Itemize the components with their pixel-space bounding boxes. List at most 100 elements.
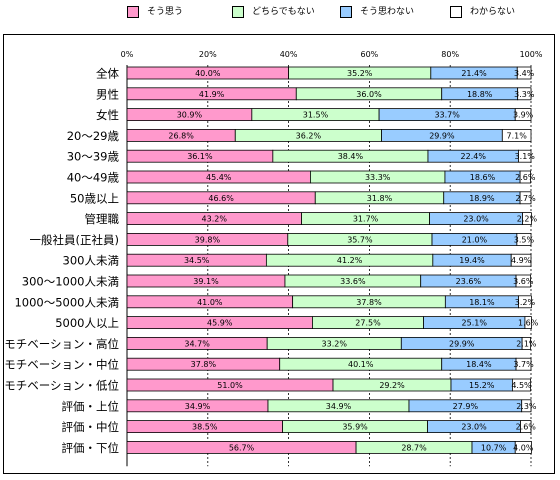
category-label: 300～1000人未満 (22, 275, 119, 289)
data-label: 3.2% (515, 298, 536, 307)
data-label: 23.0% (463, 215, 489, 224)
data-label: 31.7% (353, 215, 379, 224)
data-label: 18.6% (470, 173, 496, 182)
data-label: 34.9% (326, 402, 352, 411)
bar-segment (518, 149, 532, 163)
data-label: 3.4% (514, 69, 535, 78)
data-label: 27.5% (355, 319, 381, 328)
x-tick-label: 0% (121, 50, 134, 59)
data-label: 45.9% (207, 319, 233, 328)
stacked-bar-chart: 0% 20% 40% 60% 80% 100% 全体 40.0% 35.2% 21.4% 3.4% 男… (4, 50, 543, 467)
category-label: 男性 (96, 87, 119, 101)
data-label: 34.9% (185, 402, 211, 411)
data-label: 41.0% (197, 298, 223, 307)
data-label: 36.2% (296, 131, 322, 140)
category-label: 評価・下位 (62, 441, 120, 455)
data-label: 33.7% (434, 111, 460, 120)
category-label: 30～39歳 (67, 150, 120, 164)
category-label: モチベーション・高位 (4, 337, 119, 351)
data-label: 33.6% (340, 277, 366, 286)
data-label: 38.4% (338, 152, 364, 161)
legend-swatch (127, 6, 139, 18)
bar-segment (516, 232, 532, 246)
data-label: 34.7% (184, 339, 210, 348)
data-label: 2.6% (515, 173, 536, 182)
data-label: 37.8% (191, 360, 217, 369)
data-label: 35.9% (342, 423, 368, 432)
category-label: 300人未満 (63, 254, 119, 268)
bar-segment (510, 253, 532, 267)
chart-frame: 0% 20% 40% 60% 80% 100% 全体 40.0% 35.2% 21.4% 3.4% 男… (3, 34, 555, 474)
data-label: 38.5% (192, 423, 218, 432)
data-label: 29.9% (449, 339, 475, 348)
data-label: 4.5% (511, 381, 532, 390)
x-tick-label: 20% (199, 50, 217, 59)
data-label: 36.1% (187, 152, 213, 161)
data-label: 2.1% (516, 339, 537, 348)
data-label: 21.0% (462, 235, 488, 244)
data-label: 22.4% (461, 152, 487, 161)
legend-swatch (450, 6, 462, 18)
legend-label: わからない (470, 7, 516, 17)
legend-label: どちらでもない (252, 7, 315, 17)
data-label: 19.4% (459, 256, 485, 265)
data-label: 30.9% (177, 111, 203, 120)
data-label: 51.0% (217, 381, 243, 390)
data-label: 29.9% (429, 131, 455, 140)
bar-segment (514, 108, 532, 121)
data-label: 35.7% (347, 235, 373, 244)
x-tick-label: 40% (280, 50, 298, 59)
data-label: 37.8% (356, 298, 382, 307)
data-label: 1.6% (518, 319, 539, 328)
legend-label: そう思わない (360, 7, 415, 17)
category-label: 1000～5000人未満 (14, 295, 119, 309)
x-tick-label: 60% (361, 50, 379, 59)
data-label: 31.5% (303, 111, 329, 120)
data-label: 21.4% (461, 69, 487, 78)
bar-segment (512, 378, 531, 392)
category-label: 20～29歳 (67, 129, 120, 143)
data-label: 3.7% (513, 360, 534, 369)
x-tick-label: 100% (520, 50, 543, 59)
bar-segment (501, 129, 532, 142)
category-label: 女性 (96, 108, 119, 122)
data-label: 46.6% (208, 194, 234, 203)
category-label: 50歳以上 (70, 191, 119, 205)
data-label: 2.6% (516, 423, 537, 432)
category-label: 評価・中位 (62, 420, 120, 434)
bar-segment (522, 212, 532, 226)
data-label: 4.0% (513, 443, 534, 452)
category-label: 管理職 (85, 212, 120, 226)
category-label: 評価・上位 (62, 399, 120, 413)
data-label: 23.6% (456, 277, 482, 286)
data-label: 4.9% (511, 256, 532, 265)
data-label: 39.1% (193, 277, 219, 286)
data-label: 26.8% (168, 131, 194, 140)
data-label: 3.1% (515, 152, 536, 161)
data-label: 29.2% (379, 381, 405, 390)
legend-swatch (232, 6, 244, 18)
data-label: 18.9% (469, 194, 495, 203)
category-label: モチベーション・中位 (4, 358, 119, 372)
bar-segment (524, 316, 532, 330)
bar-segment (518, 295, 532, 309)
category-label: 40～49歳 (67, 171, 120, 185)
data-label: 56.7% (229, 443, 255, 452)
data-label: 3.3% (514, 90, 535, 99)
chart-legend: そう思う どちらでもない そう思わない わからない (0, 0, 560, 28)
legend-label: そう思う (147, 7, 184, 17)
data-label: 15.2% (469, 381, 495, 390)
data-label: 43.2% (202, 215, 228, 224)
data-label: 7.1% (506, 131, 527, 140)
data-label: 33.2% (322, 339, 348, 348)
data-label: 36.0% (356, 90, 382, 99)
legend-swatch (340, 6, 352, 18)
category-label: 5000人以上 (55, 316, 119, 330)
bar-segment (516, 66, 532, 80)
bar-segment (519, 191, 532, 205)
data-label: 40.0% (195, 69, 221, 78)
data-label: 41.2% (337, 256, 363, 265)
data-label: 3.6% (513, 277, 534, 286)
data-label: 28.7% (401, 443, 427, 452)
data-label: 18.4% (466, 360, 492, 369)
